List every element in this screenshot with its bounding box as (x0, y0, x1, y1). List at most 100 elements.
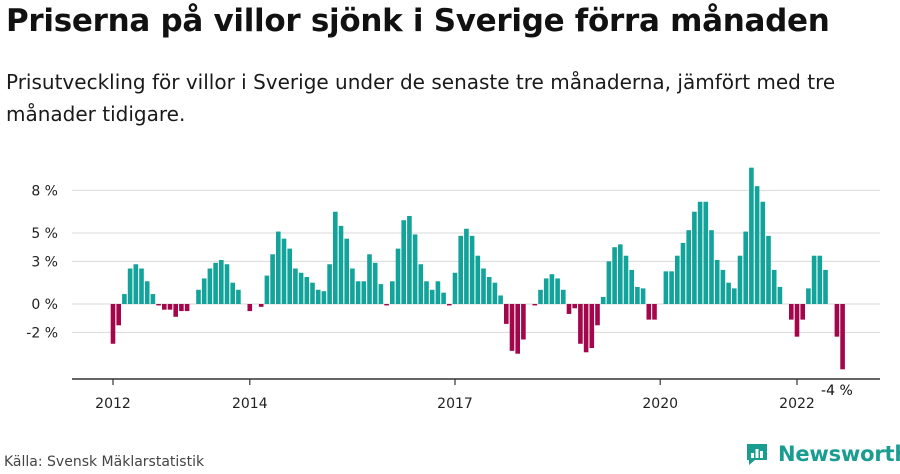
bar (390, 281, 395, 304)
bar (692, 211, 697, 304)
bar (771, 269, 777, 304)
page-title: Priserna på villor sjönk i Sverige förra… (6, 3, 830, 39)
bar (276, 231, 281, 304)
bar (566, 304, 572, 314)
bar (703, 201, 709, 304)
bars (110, 167, 845, 370)
bar (504, 304, 509, 324)
bar (298, 272, 304, 304)
source-note: Källa: Svensk Mäklarstatistik (4, 454, 205, 470)
bar (310, 282, 315, 304)
bar (663, 271, 669, 304)
y-tick-label: 3 % (31, 254, 58, 270)
axis-labels: 8 % 5 % 3 % 0 % -2 % 2012 2014 2017 2020 2022 -4 % (26, 183, 852, 412)
y-tick-label: 5 % (31, 226, 58, 242)
bar (606, 261, 612, 304)
bar (184, 304, 190, 312)
bar (270, 254, 275, 304)
bar (464, 228, 469, 304)
bar (333, 211, 338, 304)
y-tick-label: -2 % (26, 325, 58, 341)
bar (122, 294, 127, 304)
bar (293, 268, 298, 304)
bar (338, 225, 344, 304)
bar (629, 269, 634, 304)
bar (572, 304, 577, 309)
bar (686, 230, 691, 304)
bar (521, 304, 526, 340)
bar (549, 274, 555, 304)
bar (110, 304, 116, 344)
bar (492, 282, 498, 304)
bar (720, 269, 726, 304)
bar (281, 238, 287, 304)
bar (435, 281, 441, 304)
bar (697, 201, 703, 304)
bar (749, 167, 754, 304)
bar (595, 304, 600, 326)
bar (680, 242, 686, 304)
bar (367, 254, 372, 304)
bar (714, 259, 720, 304)
bar (201, 278, 207, 304)
bar (304, 277, 310, 304)
bar (475, 255, 481, 304)
bar (811, 255, 817, 304)
bar (538, 289, 543, 304)
bar (766, 235, 771, 304)
bar (481, 268, 486, 304)
bar (258, 304, 264, 307)
bar (355, 281, 361, 304)
bar (675, 255, 680, 304)
bar (515, 304, 520, 354)
bar (418, 264, 424, 304)
bar (196, 289, 201, 304)
x-tick-label: 2012 (95, 396, 131, 412)
bar (817, 255, 823, 304)
bar (726, 282, 731, 304)
bar (247, 304, 253, 312)
bar (219, 259, 224, 304)
bar (635, 286, 640, 304)
bar (350, 268, 355, 304)
bar (640, 288, 646, 304)
bar (789, 304, 794, 320)
bar (794, 304, 800, 337)
brand-name: Newsworthy (778, 442, 900, 466)
bar (777, 286, 783, 304)
bar (361, 281, 367, 304)
bar (224, 264, 230, 304)
bar (327, 264, 332, 304)
newsworthy-logo-icon (747, 444, 767, 465)
bar (760, 201, 766, 304)
bar (612, 247, 617, 304)
bar (469, 235, 475, 304)
bar (583, 304, 589, 353)
brand-logo[interactable]: Newsworthy (744, 441, 900, 467)
bar (823, 269, 828, 304)
bar (407, 215, 412, 304)
bar (555, 278, 560, 304)
bar (452, 272, 458, 304)
x-tick-label: 2014 (232, 396, 268, 412)
bar (441, 292, 446, 304)
bar (344, 238, 349, 304)
bar (561, 289, 566, 304)
bar (144, 281, 150, 304)
bar (213, 262, 218, 304)
bar (732, 288, 737, 304)
bar (315, 289, 321, 304)
bar (709, 230, 714, 304)
data-label: -4 % (821, 383, 853, 399)
bar (378, 284, 384, 304)
bar (840, 304, 845, 370)
bar (236, 289, 241, 304)
bar (618, 244, 623, 304)
bar (754, 186, 760, 304)
x-tick-label: 2017 (437, 396, 473, 412)
bar (116, 304, 121, 326)
y-tick-label: 8 % (31, 183, 58, 199)
bar (372, 262, 378, 304)
bar (578, 304, 583, 344)
bar (589, 304, 595, 349)
